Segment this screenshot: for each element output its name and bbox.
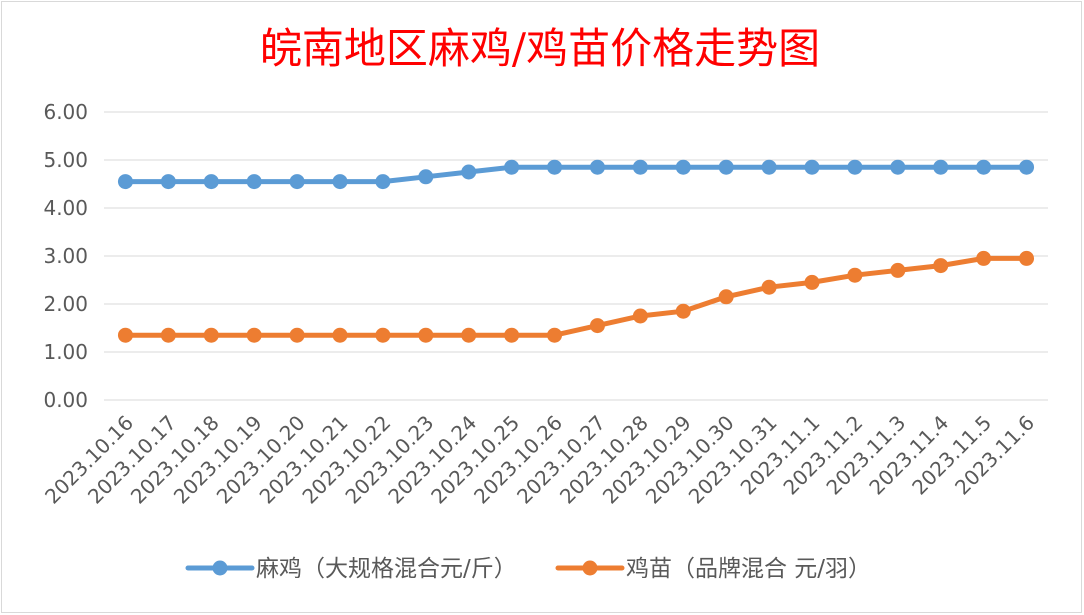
gridlines <box>104 111 1048 401</box>
y-tick-label: 5.00 <box>43 148 88 172</box>
legend-item-chicken-price: 麻鸡（大规格混合元/斤） <box>185 556 517 582</box>
chick-price-point <box>1019 250 1035 266</box>
chicken-price-point <box>675 159 691 175</box>
y-tick-label: 1.00 <box>43 340 88 364</box>
chicken-price-point <box>160 174 176 190</box>
chicken-price-point <box>761 159 777 175</box>
chicken-price-point <box>504 159 520 175</box>
chick-price-point <box>890 262 906 278</box>
chick-price-point <box>418 327 434 343</box>
chicken-price-point <box>718 159 734 175</box>
y-tick-label: 3.00 <box>43 244 88 268</box>
chart-title: 皖南地区麻鸡/鸡苗价格走势图 <box>260 24 820 73</box>
y-tick-label: 0.00 <box>43 388 88 412</box>
chicken-price-point <box>847 159 863 175</box>
chicken-price-point <box>418 169 434 185</box>
chicken-price-point <box>933 159 949 175</box>
chick-price-point <box>504 327 520 343</box>
chicken-price-point <box>890 159 906 175</box>
chick-price-point <box>117 327 133 343</box>
chick-price-point <box>675 303 691 319</box>
legend-label: 麻鸡（大规格混合元/斤） <box>256 556 517 582</box>
chick-price-series <box>117 250 1035 343</box>
chicken-price-point <box>632 159 648 175</box>
chicken-price-point <box>461 164 477 180</box>
chick-price-point <box>589 318 605 334</box>
chick-price-point <box>718 289 734 305</box>
chicken-price-point <box>246 174 262 190</box>
chick-price-point <box>375 327 391 343</box>
legend-point-marker <box>212 560 228 576</box>
chick-price-point <box>804 274 820 290</box>
chick-price-point <box>160 327 176 343</box>
chick-price-point <box>332 327 348 343</box>
chicken-price-line <box>122 164 1030 185</box>
legend: 麻鸡（大规格混合元/斤） 鸡苗（品牌混合 元/羽） <box>185 556 871 582</box>
chick-price-point <box>761 279 777 295</box>
chicken-price-point <box>332 174 348 190</box>
chicken-price-point <box>203 174 219 190</box>
chick-price-point <box>976 250 992 266</box>
chick-price-point <box>289 327 305 343</box>
legend-point-marker <box>582 560 598 576</box>
chicken-price-point <box>375 174 391 190</box>
chick-price-point <box>461 327 477 343</box>
y-tick-label: 4.00 <box>43 196 88 220</box>
chick-price-point <box>847 267 863 283</box>
chicken-price-point <box>117 174 133 190</box>
chicken-price-point <box>589 159 605 175</box>
chick-price-point <box>632 308 648 324</box>
legend-label: 鸡苗（品牌混合 元/羽） <box>626 556 871 582</box>
chick-price-line <box>122 255 1030 338</box>
chick-price-point <box>246 327 262 343</box>
chick-price-point <box>547 327 563 343</box>
y-tick-label: 2.00 <box>43 292 88 316</box>
chicken-price-point <box>1019 159 1035 175</box>
chicken-price-point <box>804 159 820 175</box>
y-axis-tick-labels: 0.00 1.00 2.00 3.00 4.00 5.00 6.00 <box>43 100 88 412</box>
chicken-price-point <box>289 174 305 190</box>
chicken-price-point <box>976 159 992 175</box>
y-tick-label: 6.00 <box>43 100 88 124</box>
plot-series <box>117 159 1035 343</box>
chicken-price-point <box>547 159 563 175</box>
legend-item-chick-price: 鸡苗（品牌混合 元/羽） <box>555 556 871 582</box>
chick-price-point <box>933 258 949 274</box>
chick-price-point <box>203 327 219 343</box>
chicken-price-series <box>117 159 1035 190</box>
